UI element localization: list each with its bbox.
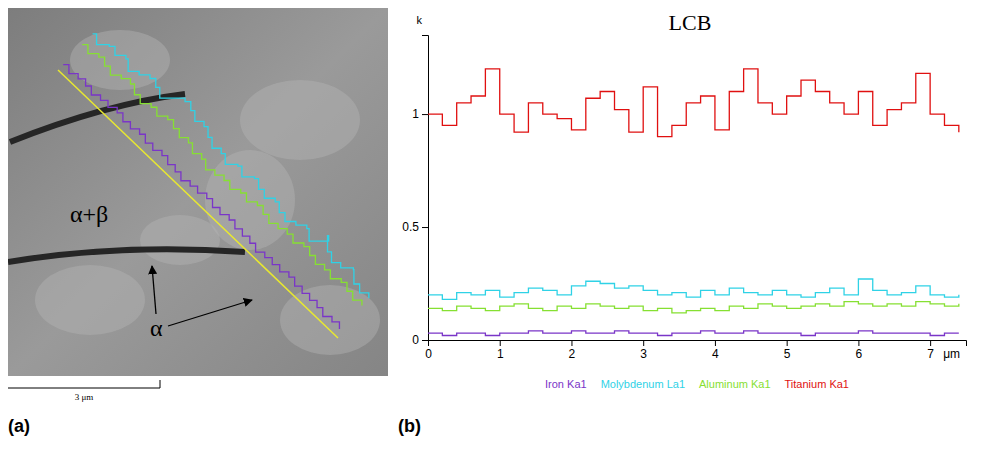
tick-mark — [643, 340, 644, 346]
overlay-profile — [93, 34, 369, 298]
tick: 0 — [425, 340, 432, 361]
tick: 1 — [412, 107, 428, 121]
phase-label: α — [150, 315, 163, 341]
tick-label: 5 — [784, 347, 791, 361]
tick: 2 — [569, 340, 576, 361]
phase-label: α+β — [70, 201, 108, 227]
y-axis-title: k — [417, 14, 423, 26]
tick-mark — [422, 114, 428, 115]
y-axis: 00.51 — [402, 36, 428, 348]
tick-label: 3 — [640, 347, 647, 361]
tick-label: 2 — [569, 347, 576, 361]
tick: 7 — [927, 340, 934, 361]
tick-mark — [930, 340, 931, 346]
arrow — [152, 266, 156, 314]
tick: 4 — [712, 340, 719, 361]
plot-area — [428, 69, 959, 336]
grain — [240, 80, 360, 160]
micrograph-panel: α+β α 3 μm — [8, 8, 388, 402]
panel-label: (a) — [8, 416, 30, 436]
tick: 3 — [640, 340, 647, 361]
tick-mark — [858, 340, 859, 346]
overlay-profile — [82, 45, 362, 306]
legend-entry: Aluminum Ka1 — [699, 378, 771, 390]
tick: 0 — [412, 333, 428, 347]
grain — [280, 285, 380, 355]
tick-mark — [787, 340, 788, 346]
tick: 1 — [497, 340, 504, 361]
grain — [140, 215, 220, 265]
micrograph-image — [8, 8, 388, 376]
tick: 6 — [856, 340, 863, 361]
tick-label: 1 — [497, 347, 504, 361]
tick-label: 7 — [927, 347, 934, 361]
x-axis: 0 1 2 3 4 5 6 7 — [425, 340, 966, 361]
tick-label: 4 — [712, 347, 719, 361]
tick-mark — [422, 340, 428, 341]
y-axis-line — [422, 36, 429, 341]
x-axis-line — [429, 341, 967, 347]
scale-bar — [8, 388, 160, 389]
tick-mark — [715, 340, 716, 346]
chart-panel: 0123456700.51LCBkμmIron Ka1Molybdenum La… — [402, 10, 966, 390]
legend-entry: Molybdenum La1 — [601, 378, 685, 390]
tick-label: 0.5 — [402, 220, 419, 234]
tick: 5 — [784, 340, 791, 361]
tick-mark — [571, 340, 572, 346]
series-line — [428, 302, 959, 313]
arrow — [168, 300, 252, 326]
series-line — [428, 69, 959, 137]
tick-mark — [422, 227, 428, 228]
micrograph — [8, 8, 388, 376]
series-line — [428, 279, 959, 299]
x-axis-title: μm — [943, 347, 960, 361]
overlay-profile — [63, 65, 339, 329]
scale-bar — [160, 380, 161, 388]
grain — [35, 265, 145, 335]
tick-label: 6 — [856, 347, 863, 361]
crack — [10, 94, 185, 142]
tick-label: 0 — [412, 333, 419, 347]
tick-label: 1 — [412, 107, 419, 121]
legend: Iron Ka1 Molybdenum La1 Aluminum Ka1 Titani… — [545, 378, 849, 390]
legend-entry: Iron Ka1 — [545, 378, 587, 390]
panel-label: (b) — [398, 416, 421, 436]
tick: 0.5 — [402, 220, 428, 234]
tick-label: 0 — [425, 347, 432, 361]
legend-entry: Titanium Ka1 — [785, 378, 849, 390]
scan-line — [58, 70, 338, 338]
scale-bar-label: 3 μm — [75, 392, 94, 402]
series-line — [428, 331, 959, 336]
tick-mark — [500, 340, 501, 346]
figure: α+βα3 μm(a)(b)0123456700.51LCBkμmIron Ka… — [0, 0, 985, 449]
crack — [8, 249, 245, 262]
chart-title: LCB — [669, 10, 712, 35]
